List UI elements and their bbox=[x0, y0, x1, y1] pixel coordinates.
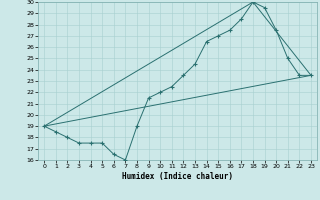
X-axis label: Humidex (Indice chaleur): Humidex (Indice chaleur) bbox=[122, 172, 233, 181]
